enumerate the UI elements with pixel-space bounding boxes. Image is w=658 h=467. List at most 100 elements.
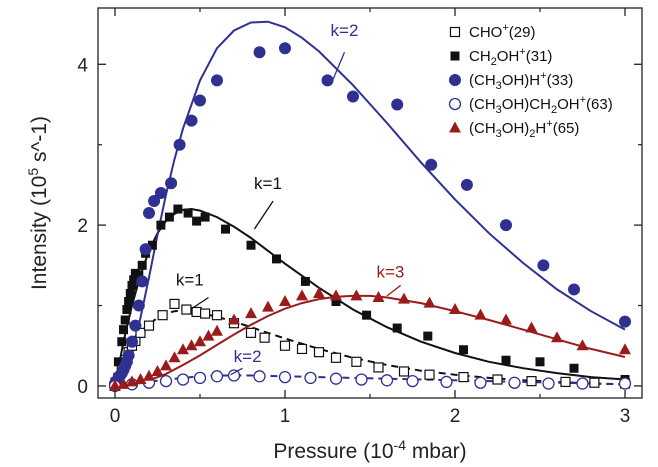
data-point <box>492 374 503 385</box>
data-point <box>156 220 166 230</box>
series-open-circle <box>108 369 632 393</box>
data-point <box>501 355 511 365</box>
data-point <box>351 356 362 367</box>
data-point <box>279 42 291 55</box>
data-point <box>259 332 270 343</box>
series-filled-triangle <box>109 286 631 391</box>
data-point <box>173 204 183 214</box>
data-point <box>576 377 589 390</box>
data-point <box>245 307 257 319</box>
y-tick-label: 4 <box>77 55 88 76</box>
data-point <box>228 313 240 325</box>
data-point <box>227 369 241 382</box>
x-tick-label: 0 <box>110 406 121 427</box>
annotation-leader <box>386 284 401 297</box>
data-point <box>143 320 155 331</box>
data-point <box>122 349 135 362</box>
legend-marker <box>449 26 461 38</box>
data-point <box>181 304 192 315</box>
data-point <box>183 208 193 218</box>
data-point <box>278 370 292 384</box>
x-tick-label: 2 <box>450 406 461 427</box>
data-point <box>143 369 155 381</box>
data-point <box>331 297 341 307</box>
data-point <box>425 158 438 171</box>
data-point <box>560 376 571 388</box>
data-point <box>329 372 343 385</box>
legend-label: CHO+(29) <box>469 22 535 41</box>
data-point <box>127 280 137 290</box>
data-point <box>134 373 147 385</box>
data-point <box>113 357 123 367</box>
data-point <box>474 376 487 389</box>
fit-curve-k=3 <box>114 294 626 387</box>
data-point <box>194 335 206 347</box>
data-point <box>169 298 180 310</box>
data-point <box>221 224 230 234</box>
data-point <box>321 74 334 87</box>
data-point <box>211 324 223 336</box>
data-point <box>535 357 545 367</box>
data-point <box>313 286 325 298</box>
annotation-leader <box>230 367 243 376</box>
data-point <box>109 379 121 391</box>
data-point <box>300 276 310 286</box>
data-point <box>192 216 202 226</box>
data-point <box>151 364 164 376</box>
data-point <box>211 310 223 321</box>
data-point <box>165 177 178 190</box>
data-point <box>129 319 142 332</box>
annotation-label: k=2 <box>234 347 262 366</box>
data-point <box>372 290 385 302</box>
data-point <box>618 377 632 390</box>
data-point <box>143 207 155 220</box>
data-point <box>392 323 402 333</box>
data-point <box>569 363 579 373</box>
axis-ticks: 0 1 2 3 0 2 4 <box>77 8 642 427</box>
data-point <box>200 308 211 319</box>
data-point <box>185 339 198 351</box>
data-point <box>132 299 145 312</box>
data-point <box>134 270 144 280</box>
data-point <box>330 289 342 301</box>
data-point <box>193 371 207 385</box>
data-point <box>160 359 172 371</box>
data-point <box>508 376 521 389</box>
data-point <box>423 296 436 308</box>
data-point <box>296 343 308 355</box>
annotations: k=2 k=1 k=1 k=3 k=2 <box>176 21 404 376</box>
data-point <box>125 288 135 298</box>
legend-label: (CH3OH)H+(33) <box>469 70 573 92</box>
data-point <box>139 243 152 256</box>
data-point <box>406 374 419 388</box>
data-point <box>391 98 404 111</box>
data-point <box>157 310 168 321</box>
x-tick-label: 1 <box>280 406 291 427</box>
data-point <box>124 297 134 307</box>
data-point <box>117 337 127 347</box>
data-point <box>272 254 281 264</box>
data-point <box>245 327 257 338</box>
data-point <box>525 321 538 333</box>
data-point <box>330 352 342 363</box>
y-tick-label: 2 <box>77 216 88 237</box>
annotation-label: k=1 <box>176 270 204 289</box>
data-point <box>296 289 308 301</box>
annotation-label: k=3 <box>376 262 404 281</box>
data-point <box>253 46 266 59</box>
data-point <box>398 366 410 377</box>
data-point <box>619 315 631 328</box>
data-point <box>148 194 161 207</box>
fit-curve-k=2 <box>114 20 626 387</box>
data-point <box>576 339 589 351</box>
data-point <box>380 374 394 387</box>
legend-marker <box>449 74 461 86</box>
legend-label: (CH3OH)CH2OH+(63) <box>469 94 613 116</box>
annotation-leader <box>253 200 274 230</box>
data-point <box>589 377 600 388</box>
legend-marker <box>449 121 461 133</box>
data-point <box>279 340 291 351</box>
axis-titles: Pressure (10-4 mbar) Intensity (105 s^-1) <box>25 116 467 463</box>
data-point <box>619 343 631 355</box>
